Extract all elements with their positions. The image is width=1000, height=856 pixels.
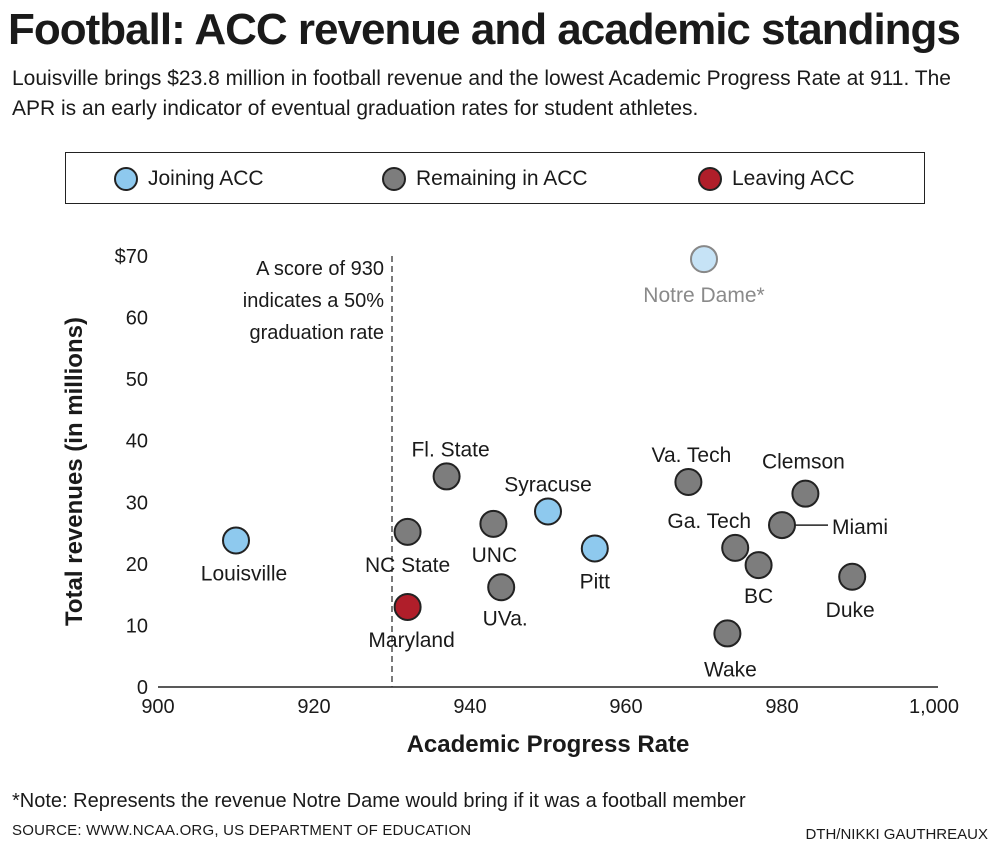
point-syracuse: [534, 497, 562, 526]
point-wake: [713, 619, 742, 648]
point-label-wake: Wake: [704, 658, 757, 681]
point-duke: [838, 562, 867, 591]
y-tick-label: $70: [115, 246, 148, 268]
point-ga-tech: [721, 533, 750, 562]
legend-swatch-remaining: [382, 167, 406, 191]
y-tick-label: 10: [126, 615, 148, 637]
x-tick-label: 960: [609, 696, 642, 718]
y-tick-label: 20: [126, 554, 148, 576]
y-tick-label: 50: [126, 369, 148, 391]
legend-swatch-leaving: [698, 167, 722, 191]
point-label-maryland: Maryland: [368, 629, 454, 652]
point-maryland: [393, 592, 422, 621]
legend-swatch-joining: [114, 167, 138, 191]
x-tick-label: 940: [453, 696, 486, 718]
point-clemson: [791, 479, 820, 508]
point-label-syracuse: Syracuse: [504, 474, 592, 497]
footnote: *Note: Represents the revenue Notre Dame…: [12, 790, 746, 812]
point-nc-state: [393, 517, 422, 546]
point-pitt: [580, 534, 609, 563]
point-fl-state: [432, 462, 461, 491]
credit-line: DTH/NIKKI GAUTHREAUX: [805, 826, 988, 843]
source-line: SOURCE: WWW.NCAA.ORG, US DEPARTMENT OF E…: [12, 822, 472, 839]
y-tick-label: 0: [137, 677, 148, 699]
y-axis-title: Total revenues (in millions): [61, 317, 88, 626]
x-tick-label: 980: [765, 696, 798, 718]
point-label-fl-state: Fl. State: [411, 438, 489, 461]
reference-line-label: graduation rate: [249, 322, 384, 344]
point-va-tech: [674, 467, 703, 496]
point-label-unc: UNC: [472, 544, 518, 567]
point-bc: [744, 551, 773, 580]
point-label-bc: BC: [744, 585, 773, 608]
point-uva: [487, 573, 516, 602]
legend: Joining ACC Remaining in ACC Leaving ACC: [65, 152, 925, 204]
x-tick-label: 1,000: [909, 696, 959, 718]
point-louisville: [222, 526, 250, 555]
point-label-va-tech: Va. Tech: [652, 444, 732, 467]
chart-subtitle: Louisville brings $23.8 million in footb…: [12, 67, 951, 120]
reference-line-label: A score of 930: [256, 258, 384, 280]
legend-item-joining: Joining ACC: [114, 153, 264, 205]
point-label-notre-dame: Notre Dame*: [643, 284, 764, 307]
x-axis-title: Academic Progress Rate: [407, 731, 690, 758]
legend-label-remaining: Remaining in ACC: [416, 167, 588, 190]
point-label-uva: UVa.: [483, 607, 528, 630]
point-label-pitt: Pitt: [580, 570, 611, 593]
x-tick-label: 900: [141, 696, 174, 718]
y-tick-label: 40: [126, 431, 148, 453]
point-miami: [768, 511, 796, 540]
point-label-clemson: Clemson: [762, 451, 845, 474]
y-tick-label: 60: [126, 308, 148, 330]
y-tick-label: 30: [126, 492, 148, 514]
legend-item-leaving: Leaving ACC: [698, 153, 855, 205]
legend-item-remaining: Remaining in ACC: [382, 153, 588, 205]
point-label-duke: Duke: [826, 599, 875, 622]
point-label-nc-state: NC State: [365, 554, 450, 577]
reference-line-label: indicates a 50%: [243, 290, 384, 312]
legend-label-joining: Joining ACC: [148, 167, 264, 190]
point-label-louisville: Louisville: [201, 562, 287, 585]
point-unc: [479, 509, 508, 538]
x-tick-label: 920: [297, 696, 330, 718]
point-label-miami: Miami: [832, 516, 888, 539]
point-label-ga-tech: Ga. Tech: [667, 510, 751, 533]
point-notre-dame: [690, 245, 718, 274]
legend-label-leaving: Leaving ACC: [732, 167, 855, 190]
chart-title: Football: ACC revenue and academic stand…: [8, 5, 961, 54]
